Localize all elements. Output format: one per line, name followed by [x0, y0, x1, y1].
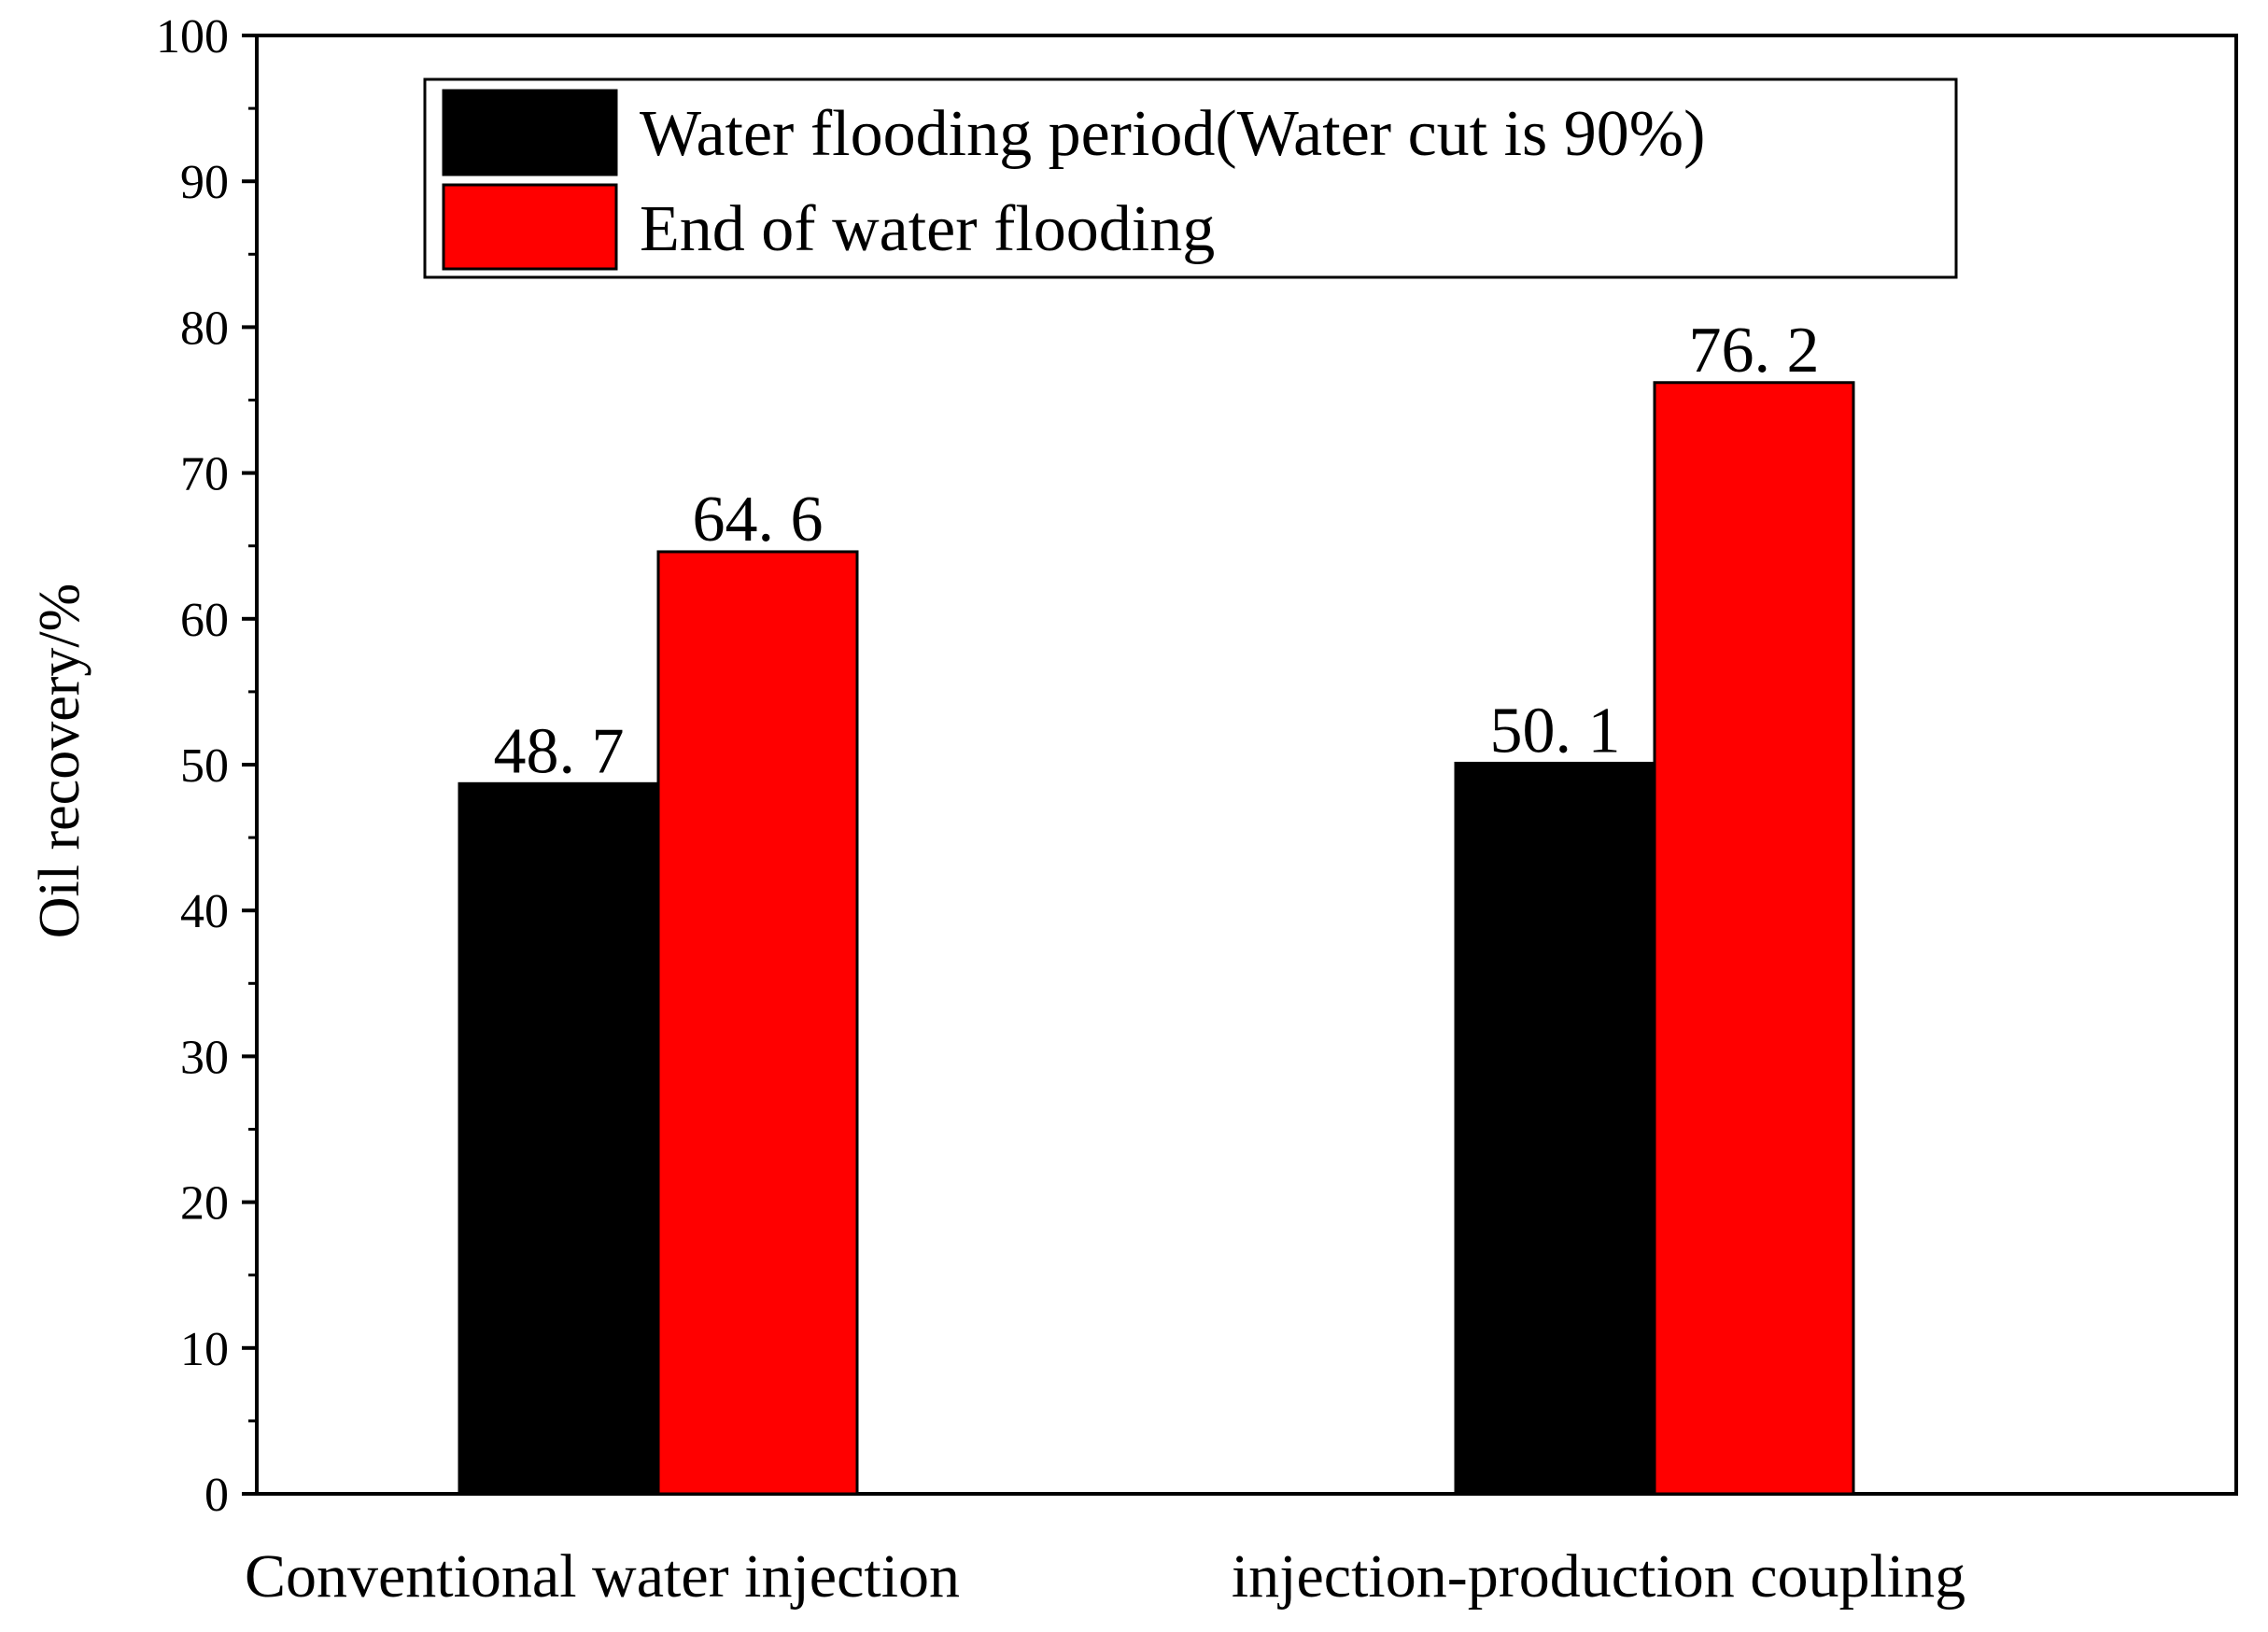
- y-tick-label: 40: [180, 885, 229, 938]
- data-label: 50. 1: [1490, 695, 1621, 767]
- y-tick-label: 50: [180, 739, 229, 793]
- legend-swatch: [442, 183, 618, 271]
- y-tick-label: 10: [180, 1323, 229, 1376]
- bar-end-of-water-flooding-1: [1653, 381, 1855, 1496]
- legend-label: End of water flooding: [640, 193, 1215, 265]
- y-tick-label: 60: [180, 594, 229, 647]
- data-label: 64. 6: [693, 484, 824, 556]
- y-tick-label: 80: [180, 302, 229, 355]
- y-tick-label: 30: [180, 1031, 229, 1084]
- data-label: 48. 7: [494, 715, 625, 787]
- legend-box: [423, 77, 1958, 279]
- y-tick-label: 70: [180, 448, 229, 501]
- bar-end-of-water-flooding-0: [656, 550, 859, 1496]
- bar-water-flooding-period-0: [458, 781, 660, 1496]
- y-tick-label: 100: [156, 10, 229, 63]
- bar-water-flooding-period-1: [1454, 761, 1656, 1496]
- y-tick-label: 20: [180, 1177, 229, 1231]
- legend-label: Water flooding period(Water cut is 90%): [640, 98, 1705, 170]
- y-tick-label: 0: [204, 1469, 229, 1522]
- y-tick-label: 90: [180, 156, 229, 209]
- x-category-label: Conventional water injection: [245, 1542, 960, 1611]
- y-axis-title: Oil recovery/%: [28, 584, 92, 938]
- data-label: 76. 2: [1689, 315, 1820, 387]
- legend-swatch: [442, 89, 618, 176]
- x-category-label: injection-production coupling: [1232, 1542, 1965, 1611]
